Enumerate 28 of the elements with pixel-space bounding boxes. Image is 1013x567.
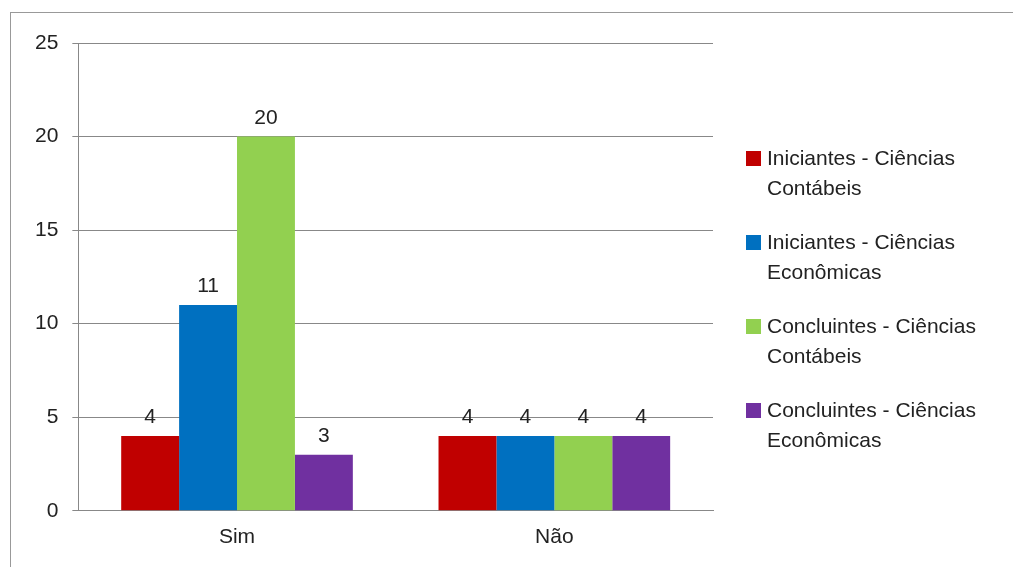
bar — [294, 454, 353, 511]
x-tick-label: Sim — [218, 524, 256, 548]
y-tick-label: 20 — [35, 123, 59, 147]
y-tick-label: 15 — [35, 216, 59, 240]
legend-label: Concluintes - Ciências Contábeis — [767, 313, 977, 369]
data-label: 20 — [254, 104, 278, 128]
y-tick-label: 5 — [46, 404, 59, 428]
bar — [121, 435, 180, 511]
legend-label: Iniciantes - Ciências Econômicas — [767, 229, 956, 285]
bar — [554, 435, 613, 511]
bar — [237, 136, 295, 511]
data-label: 4 — [577, 404, 590, 428]
data-label: 4 — [519, 404, 532, 428]
data-label: 11 — [197, 273, 219, 297]
x-tick-label: Não — [535, 524, 574, 548]
data-label: 4 — [635, 404, 648, 428]
data-label: 3 — [318, 422, 330, 446]
data-label: 4 — [461, 404, 474, 428]
bar — [179, 304, 238, 511]
legend-label: Iniciantes - Ciências Contábeis — [767, 145, 956, 201]
y-tick-label: 10 — [35, 310, 59, 334]
data-label: 4 — [144, 404, 157, 428]
bar — [496, 435, 555, 511]
legend-label: Concluintes - Ciências Econômicas — [767, 397, 977, 453]
y-tick-label: 25 — [35, 29, 59, 53]
bar — [612, 435, 671, 511]
y-tick-label: 0 — [46, 497, 59, 521]
bar — [438, 435, 497, 511]
